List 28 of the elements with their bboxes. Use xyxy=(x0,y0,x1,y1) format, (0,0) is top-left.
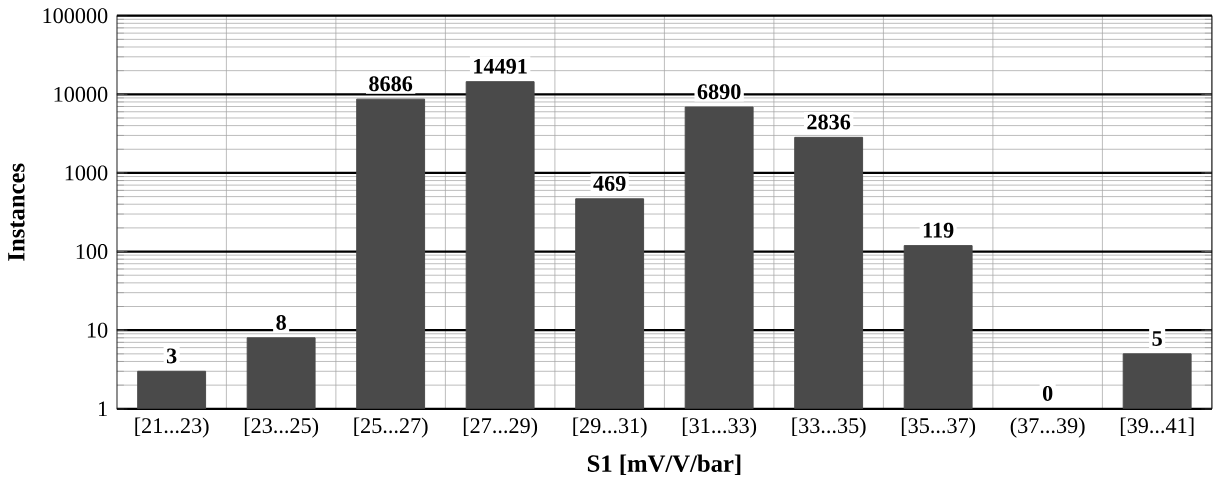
y-axis-title: Instances xyxy=(8,163,25,261)
x-tick-label: [33...35) xyxy=(792,417,866,438)
data-label: 14491 xyxy=(474,58,527,74)
x-tick-label: [23...25) xyxy=(244,417,319,438)
y-tick-label: 10 xyxy=(87,322,108,338)
x-tick-label: (37...39) xyxy=(1010,417,1085,438)
y-tick-label: 100 xyxy=(76,243,108,259)
data-label: 8686 xyxy=(369,76,413,92)
y-tick-label: 100000 xyxy=(43,8,108,24)
x-tick-label: [27...29) xyxy=(463,417,538,438)
y-tick-label: 10000 xyxy=(54,86,108,102)
x-tick-label: [35...37) xyxy=(901,417,976,438)
text: 0 xyxy=(1042,385,1053,401)
data-label: 3 xyxy=(166,348,177,364)
data-label: 8 xyxy=(276,314,286,330)
x-tick-label: [39...41] xyxy=(1120,417,1194,436)
x-tick-label: [29...31) xyxy=(573,417,647,438)
x-tick-label: [31...33) xyxy=(682,417,757,438)
data-label: 119 xyxy=(923,222,954,238)
x-axis-title: S1 [mV/V/bar] xyxy=(587,454,741,475)
y-tick-label: 1 xyxy=(99,401,107,417)
data-label: 2836 xyxy=(807,114,851,130)
y-tick-label: 1000 xyxy=(65,165,108,181)
x-tick-label: [21...23) xyxy=(135,417,209,438)
data-label: 5 xyxy=(1152,331,1162,346)
data-label: 469 xyxy=(593,175,626,191)
x-tick-label: [25...27) xyxy=(354,417,428,438)
data-label: 6890 xyxy=(697,84,741,100)
